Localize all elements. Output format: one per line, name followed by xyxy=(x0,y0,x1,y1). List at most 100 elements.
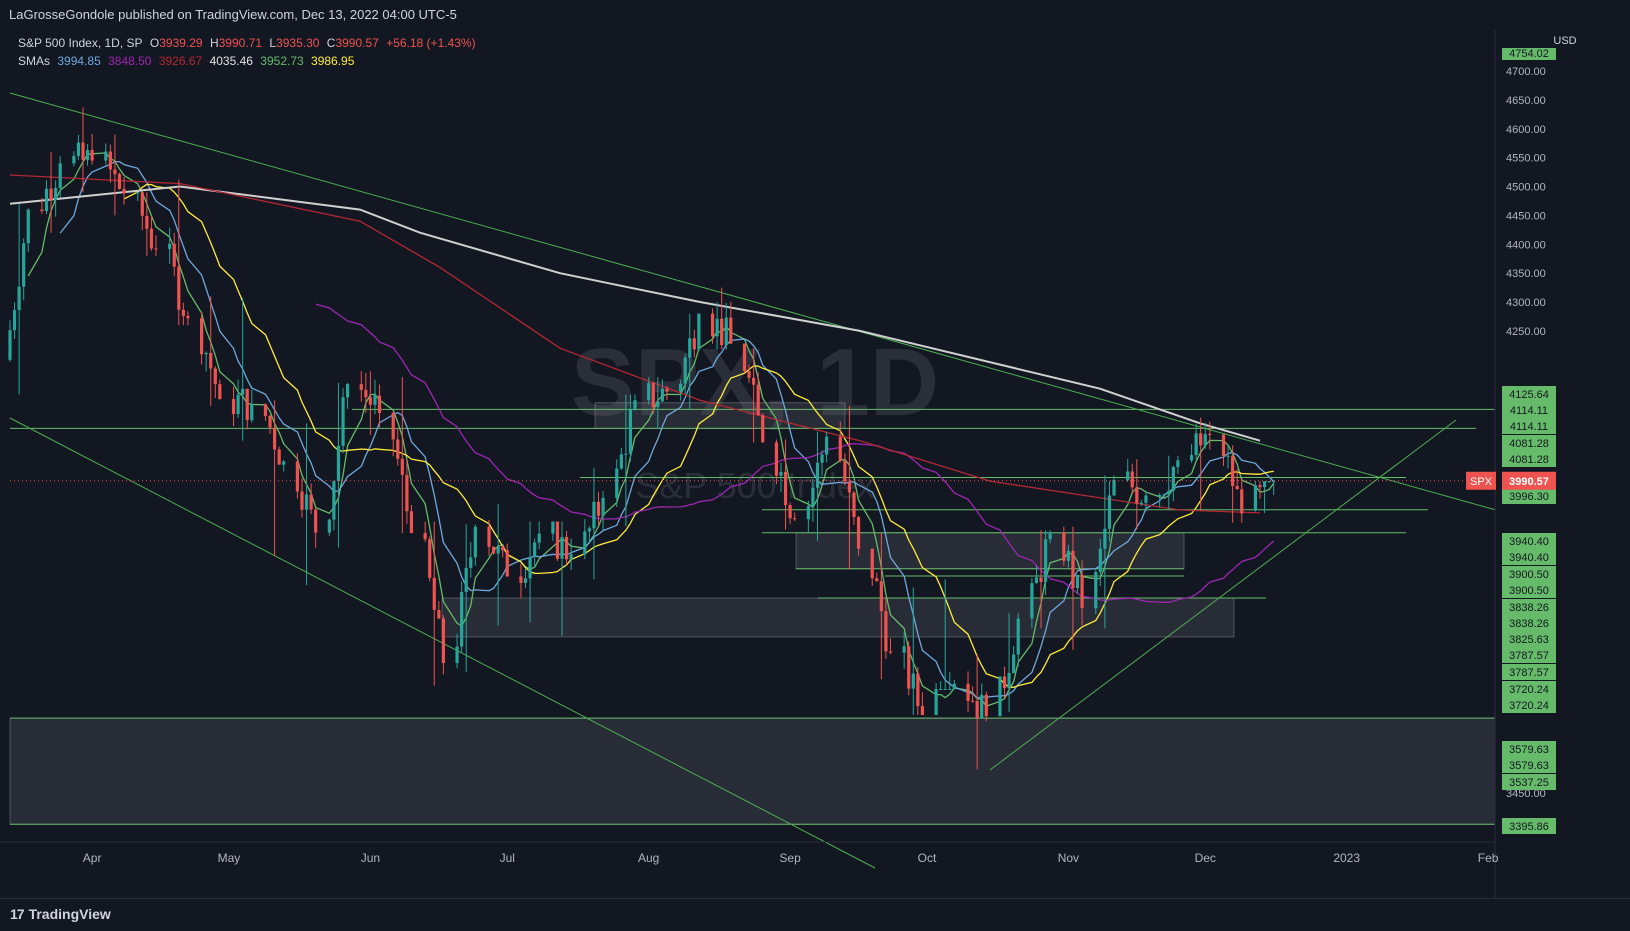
candle-body[interactable] xyxy=(501,546,505,551)
candle-body[interactable] xyxy=(747,371,751,378)
candle-body[interactable] xyxy=(523,578,528,583)
candle-body[interactable] xyxy=(460,592,464,647)
candle-body[interactable] xyxy=(820,454,824,463)
candle-body[interactable] xyxy=(341,397,345,446)
candle-body[interactable] xyxy=(1176,460,1180,467)
candle-body[interactable] xyxy=(469,557,473,568)
candle-body[interactable] xyxy=(364,389,368,398)
candle-body[interactable] xyxy=(295,461,300,492)
candle-body[interactable] xyxy=(49,188,53,201)
candle-body[interactable] xyxy=(1162,494,1166,496)
candle-body[interactable] xyxy=(592,501,596,529)
candle-body[interactable] xyxy=(186,315,190,319)
candle-body[interactable] xyxy=(1107,495,1112,529)
candle-body[interactable] xyxy=(838,436,842,461)
candle-body[interactable] xyxy=(1007,673,1011,689)
candle-body[interactable] xyxy=(250,404,254,421)
candle-body[interactable] xyxy=(409,511,414,534)
candle-body[interactable] xyxy=(1034,577,1039,584)
candle-body[interactable] xyxy=(1030,583,1034,619)
candle-body[interactable] xyxy=(628,409,633,454)
candle-body[interactable] xyxy=(1199,433,1203,446)
candle-body[interactable] xyxy=(683,357,687,384)
candle-body[interactable] xyxy=(870,548,874,579)
price-chart[interactable]: SPX, 1DS&P 500 IndexUSD4754.024700.00465… xyxy=(0,30,1630,898)
chart-area[interactable]: SPX, 1D S&P 500 Index USD 4754.02 4700.00 465… xyxy=(0,30,1630,898)
candle-body[interactable] xyxy=(209,352,213,369)
candle-body[interactable] xyxy=(1203,433,1207,446)
candle-body[interactable] xyxy=(81,142,85,160)
candle-body[interactable] xyxy=(149,228,154,249)
candle-body[interactable] xyxy=(656,401,660,408)
candle-body[interactable] xyxy=(236,394,240,415)
candle-body[interactable] xyxy=(8,330,12,360)
candle-body[interactable] xyxy=(314,509,318,533)
candle-body[interactable] xyxy=(172,243,176,267)
candle-body[interactable] xyxy=(1043,539,1048,582)
candle-body[interactable] xyxy=(875,578,879,582)
candle-body[interactable] xyxy=(391,412,395,440)
candle-body[interactable] xyxy=(948,689,952,691)
tradingview-logo[interactable]: 17 TradingView xyxy=(10,906,111,922)
candle-body[interactable] xyxy=(1171,466,1175,491)
candle-body[interactable] xyxy=(596,501,601,516)
candle-body[interactable] xyxy=(975,700,979,719)
candle-body[interactable] xyxy=(1158,494,1162,496)
candle-body[interactable] xyxy=(496,546,500,554)
candle-body[interactable] xyxy=(911,673,915,689)
candle-body[interactable] xyxy=(359,384,363,390)
candle-body[interactable] xyxy=(1194,433,1198,456)
candle-body[interactable] xyxy=(888,651,893,653)
candle-body[interactable] xyxy=(40,209,44,212)
candle-body[interactable] xyxy=(564,537,569,560)
candle-body[interactable] xyxy=(1098,548,1102,572)
candle-body[interactable] xyxy=(373,395,377,405)
candle-body[interactable] xyxy=(916,673,920,707)
candle-body[interactable] xyxy=(26,209,30,244)
candle-body[interactable] xyxy=(473,526,477,558)
candle-body[interactable] xyxy=(300,491,304,510)
candle-body[interactable] xyxy=(619,454,623,469)
candle-body[interactable] xyxy=(464,567,468,593)
candle-body[interactable] xyxy=(72,155,76,164)
candle-body[interactable] xyxy=(806,506,810,520)
candle-body[interactable] xyxy=(856,517,861,549)
candle-body[interactable] xyxy=(505,550,509,577)
candle-body[interactable] xyxy=(697,313,701,350)
candle-body[interactable] xyxy=(879,581,883,612)
candle-body[interactable] xyxy=(268,415,272,428)
candle-body[interactable] xyxy=(970,700,975,702)
candle-body[interactable] xyxy=(304,494,309,510)
candle-body[interactable] xyxy=(1262,481,1267,488)
candle-body[interactable] xyxy=(1066,550,1070,561)
candle-body[interactable] xyxy=(884,611,888,652)
candle-body[interactable] xyxy=(113,169,117,175)
candle-body[interactable] xyxy=(692,338,696,350)
candle-body[interactable] xyxy=(277,449,281,465)
candle-body[interactable] xyxy=(774,442,779,476)
candle-body[interactable] xyxy=(218,384,222,400)
candle-body[interactable] xyxy=(368,397,373,405)
candle-body[interactable] xyxy=(902,646,906,653)
candle-body[interactable] xyxy=(108,151,112,170)
candle-body[interactable] xyxy=(788,505,792,519)
candle-body[interactable] xyxy=(742,343,747,372)
candle-body[interactable] xyxy=(647,382,651,401)
candle-body[interactable] xyxy=(400,458,404,475)
candle-body[interactable] xyxy=(428,539,432,578)
candle-body[interactable] xyxy=(1144,495,1148,503)
candle-body[interactable] xyxy=(783,471,788,506)
candle-body[interactable] xyxy=(1139,502,1143,504)
candle-body[interactable] xyxy=(569,554,573,560)
candle-body[interactable] xyxy=(423,533,427,540)
candle-body[interactable] xyxy=(852,492,856,518)
candle-body[interactable] xyxy=(756,384,760,416)
candle-body[interactable] xyxy=(168,243,172,249)
candle-body[interactable] xyxy=(537,533,541,543)
candle-body[interactable] xyxy=(660,388,664,402)
candle-body[interactable] xyxy=(245,388,249,421)
candle-body[interactable] xyxy=(1235,485,1239,490)
candle-body[interactable] xyxy=(843,460,847,482)
candle-body[interactable] xyxy=(815,462,820,488)
candle-body[interactable] xyxy=(44,188,49,212)
